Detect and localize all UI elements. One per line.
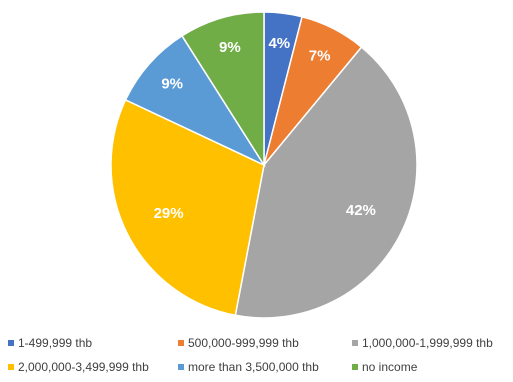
pie-slice-5: [124, 34, 267, 167]
legend-swatch: [8, 363, 14, 370]
legend-row-2: 2,000,000-3,499,999 thb more than 3,500,…: [8, 358, 508, 382]
legend-label: 500,000-999,999 thb: [188, 336, 299, 350]
legend-swatch: [178, 339, 184, 346]
legend-label: 1-499,999 thb: [18, 336, 93, 350]
legend-item-1000000-1999999: 1,000,000-1,999,999 thb: [352, 334, 493, 352]
data-label-5: 9%: [161, 76, 183, 93]
legend-swatch: [352, 339, 358, 346]
data-label-3: 42%: [346, 202, 376, 219]
pie-slice-4: [110, 98, 265, 317]
data-label-2: 7%: [309, 47, 331, 64]
legend-label: 2,000,000-3,499,999 thb: [18, 360, 149, 374]
pie-data-labels: 4% 7% 42% 29% 9% 9%: [154, 35, 376, 222]
legend-swatch: [352, 363, 358, 370]
legend-label: 1,000,000-1,999,999 thb: [362, 336, 493, 350]
legend-item-1-499999: 1-499,999 thb: [8, 334, 92, 352]
legend-row-1: 1-499,999 thb 500,000-999,999 thb 1,000,…: [8, 334, 508, 358]
legend-swatch: [8, 339, 14, 346]
chart-legend: 1-499,999 thb 500,000-999,999 thb 1,000,…: [8, 334, 508, 382]
legend-label: no income: [362, 360, 418, 374]
legend-item-no-income: no income: [352, 358, 417, 376]
data-label-1: 4%: [268, 35, 290, 52]
data-label-6: 9%: [219, 39, 241, 56]
legend-item-500000-999999: 500,000-999,999 thb: [178, 334, 299, 352]
legend-label: more than 3,500,000 thb: [188, 360, 319, 374]
pie-slice-3: [234, 46, 418, 319]
data-label-4: 29%: [154, 205, 184, 222]
pie-slices: [110, 11, 418, 319]
pie-chart: 4% 7% 42% 29% 9% 9%: [110, 11, 418, 319]
legend-item-more-than-3500000: more than 3,500,000 thb: [178, 358, 319, 376]
pie-slice-6: [180, 11, 265, 168]
legend-item-2000000-3499999: 2,000,000-3,499,999 thb: [8, 358, 149, 376]
legend-swatch: [178, 363, 184, 370]
